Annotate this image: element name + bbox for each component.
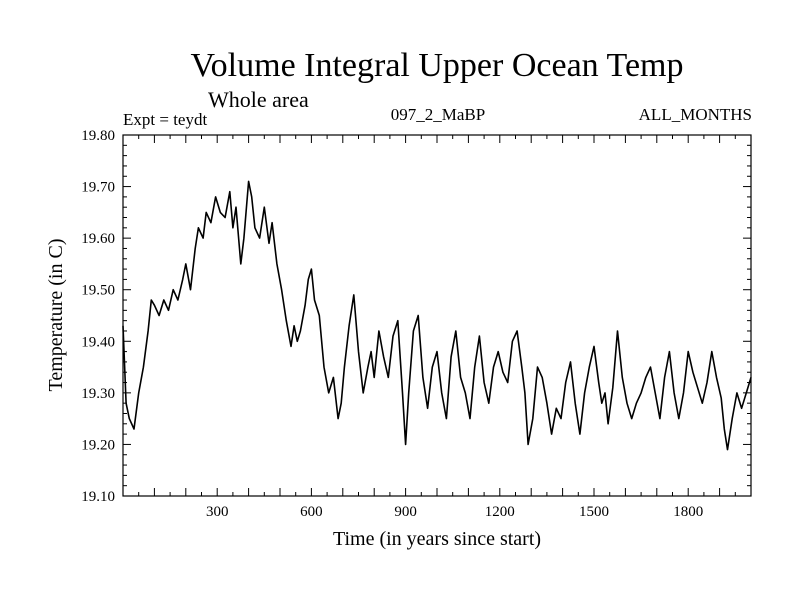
run-id-label: 097_2_MaBP bbox=[391, 105, 485, 124]
x-axis-label: Time (in years since start) bbox=[333, 528, 541, 550]
x-tick-label: 600 bbox=[300, 504, 323, 520]
chart-title: Volume Integral Upper Ocean Temp bbox=[191, 47, 684, 84]
x-tick-label: 1500 bbox=[579, 504, 609, 520]
expt-label: Expt = teydt bbox=[123, 110, 207, 129]
series-line bbox=[122, 180, 752, 451]
y-axis: 19.10 19.20 19.30 19.40 19.50 19.60 19.70 19.80 bbox=[81, 128, 751, 505]
x-tick-label: 1800 bbox=[673, 504, 703, 520]
x-tick-label: 300 bbox=[206, 504, 229, 520]
x-tick-label: 900 bbox=[394, 504, 417, 520]
y-tick-label: 19.70 bbox=[81, 180, 115, 196]
x-tick-label: 1200 bbox=[485, 504, 515, 520]
y-tick-label: 19.20 bbox=[81, 437, 115, 453]
y-tick-label: 19.10 bbox=[81, 489, 115, 505]
y-tick-label: 19.50 bbox=[81, 283, 115, 299]
y-tick-label: 19.80 bbox=[81, 128, 115, 144]
plot-frame bbox=[122, 134, 752, 497]
y-tick-label: 19.30 bbox=[81, 386, 115, 402]
y-tick-label: 19.40 bbox=[81, 334, 115, 350]
months-label: ALL_MONTHS bbox=[639, 105, 752, 124]
x-axis: 300 600 900 1200 1500 1800 bbox=[138, 135, 736, 520]
y-axis-label: Temperature (in C) bbox=[45, 239, 67, 392]
plot-lines bbox=[122, 180, 752, 451]
chart-subtitle: Whole area bbox=[208, 87, 309, 112]
y-tick-label: 19.60 bbox=[81, 231, 115, 247]
